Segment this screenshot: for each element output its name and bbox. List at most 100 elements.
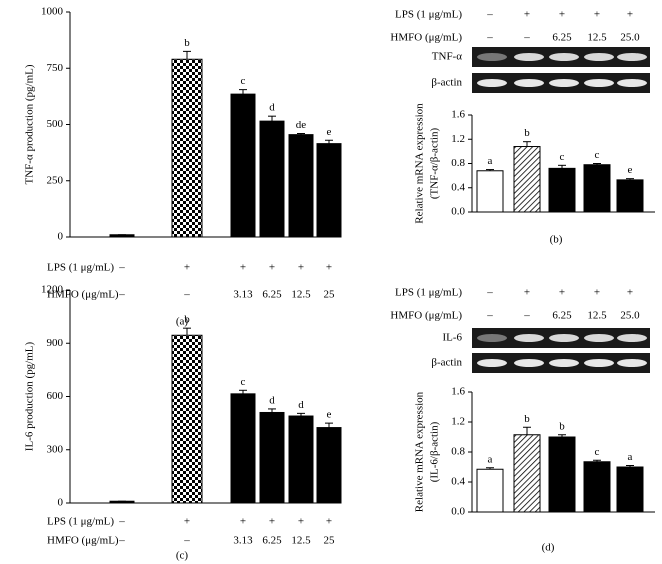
y-axis-label: Relative mRNA expression	[414, 391, 426, 512]
row-cell: –	[118, 516, 125, 528]
y-tick-label: 0.8	[451, 446, 465, 458]
gel-label: IL-6	[442, 332, 462, 344]
row-cell: 6.25	[262, 289, 282, 301]
y-tick-label: 0.4	[451, 476, 465, 488]
gel-band	[514, 359, 544, 367]
gel-band	[584, 79, 614, 87]
gel-band	[549, 79, 579, 87]
y-tick-label: 1000	[41, 6, 64, 18]
row-cell: –	[486, 9, 493, 21]
y-tick-label: 0.0	[451, 506, 465, 518]
y-tick-label: 300	[47, 443, 64, 455]
row-cell: –	[183, 535, 190, 547]
gel-band	[514, 334, 544, 342]
y-axis-label: TNF-α production (pg/mL)	[24, 64, 36, 184]
gel-band	[549, 334, 579, 342]
significance-letter: d	[269, 102, 275, 114]
y-axis-label: IL-6 production (pg/mL)	[24, 341, 36, 451]
row-cell: 6.25	[552, 310, 572, 322]
gel-label: β-actin	[431, 77, 462, 89]
y-tick-label: 1.6	[451, 109, 465, 121]
row-label: HMFO (μg/mL)	[390, 32, 462, 44]
significance-letter: e	[327, 409, 332, 421]
gel-band	[617, 53, 647, 61]
bar	[513, 146, 541, 213]
gel-band	[584, 334, 614, 342]
row-cell: –	[118, 535, 125, 547]
row-cell: +	[524, 9, 530, 21]
gel-band	[617, 359, 647, 367]
y-tick-label: 750	[47, 62, 64, 74]
row-cell: –	[486, 287, 493, 299]
panel-label: (b)	[550, 234, 563, 246]
bar	[616, 179, 644, 213]
gel-band	[617, 334, 647, 342]
gel-band	[584, 53, 614, 61]
bar	[230, 93, 256, 238]
significance-letter: d	[298, 399, 304, 411]
significance-letter: e	[628, 164, 633, 176]
gel-band	[477, 53, 507, 61]
bar	[316, 143, 342, 238]
row-cell: 3.13	[233, 535, 253, 547]
row-cell: +	[298, 516, 304, 528]
panel-label: (c)	[176, 550, 189, 562]
y-tick-label: 600	[47, 390, 64, 402]
row-cell: +	[240, 262, 246, 274]
bar	[171, 334, 203, 504]
row-cell: –	[183, 289, 190, 301]
gel-band	[549, 359, 579, 367]
row-cell: +	[240, 516, 246, 528]
row-label: HMFO (μg/mL)	[390, 310, 462, 322]
y-tick-label: 500	[47, 118, 64, 130]
gel-label: β-actin	[431, 357, 462, 369]
panel-label: (a)	[176, 316, 189, 328]
row-cell: 6.25	[262, 535, 282, 547]
row-cell: +	[184, 262, 190, 274]
row-cell: +	[269, 516, 275, 528]
significance-letter: a	[488, 453, 493, 465]
y-tick-label: 0.8	[451, 157, 465, 169]
row-cell: 25.0	[620, 32, 640, 44]
gel-band	[549, 53, 579, 61]
y-tick-label: 1.2	[451, 416, 465, 428]
gel-label: TNF-α	[432, 51, 462, 63]
gel-band	[514, 79, 544, 87]
row-cell: 12.5	[291, 535, 311, 547]
significance-letter: a	[628, 451, 633, 463]
significance-letter: c	[560, 151, 565, 163]
row-cell: +	[559, 287, 565, 299]
gel-band	[477, 359, 507, 367]
row-cell: 12.5	[587, 310, 607, 322]
panel-label: (d)	[542, 542, 555, 554]
bar	[171, 58, 203, 238]
row-cell: –	[118, 289, 125, 301]
significance-letter: e	[327, 126, 332, 138]
row-cell: +	[627, 9, 633, 21]
row-label: LPS (1 μg/mL)	[395, 287, 462, 299]
gel-band	[477, 334, 507, 342]
row-cell: –	[486, 310, 493, 322]
significance-letter: c	[595, 149, 600, 161]
y-tick-label: 1.6	[451, 386, 465, 398]
bar	[230, 393, 256, 504]
significance-letter: d	[269, 394, 275, 406]
gel-band	[584, 359, 614, 367]
y-tick-label: 0	[58, 231, 64, 243]
row-cell: 12.5	[291, 289, 311, 301]
y-axis-label: (IL-6/β-actin)	[429, 421, 441, 482]
y-tick-label: 250	[47, 174, 64, 186]
row-cell: +	[594, 9, 600, 21]
bar	[548, 436, 576, 513]
bar	[259, 411, 285, 504]
y-axis-label: (TNF-α/β-actin)	[429, 128, 441, 200]
significance-letter: b	[559, 420, 565, 432]
row-cell: +	[524, 287, 530, 299]
bar	[316, 427, 342, 504]
bar	[583, 461, 611, 513]
row-cell: –	[118, 262, 125, 274]
row-cell: +	[559, 9, 565, 21]
gel-band	[477, 79, 507, 87]
row-label: HMFO (μg/mL)	[47, 289, 119, 301]
bar	[513, 434, 541, 513]
